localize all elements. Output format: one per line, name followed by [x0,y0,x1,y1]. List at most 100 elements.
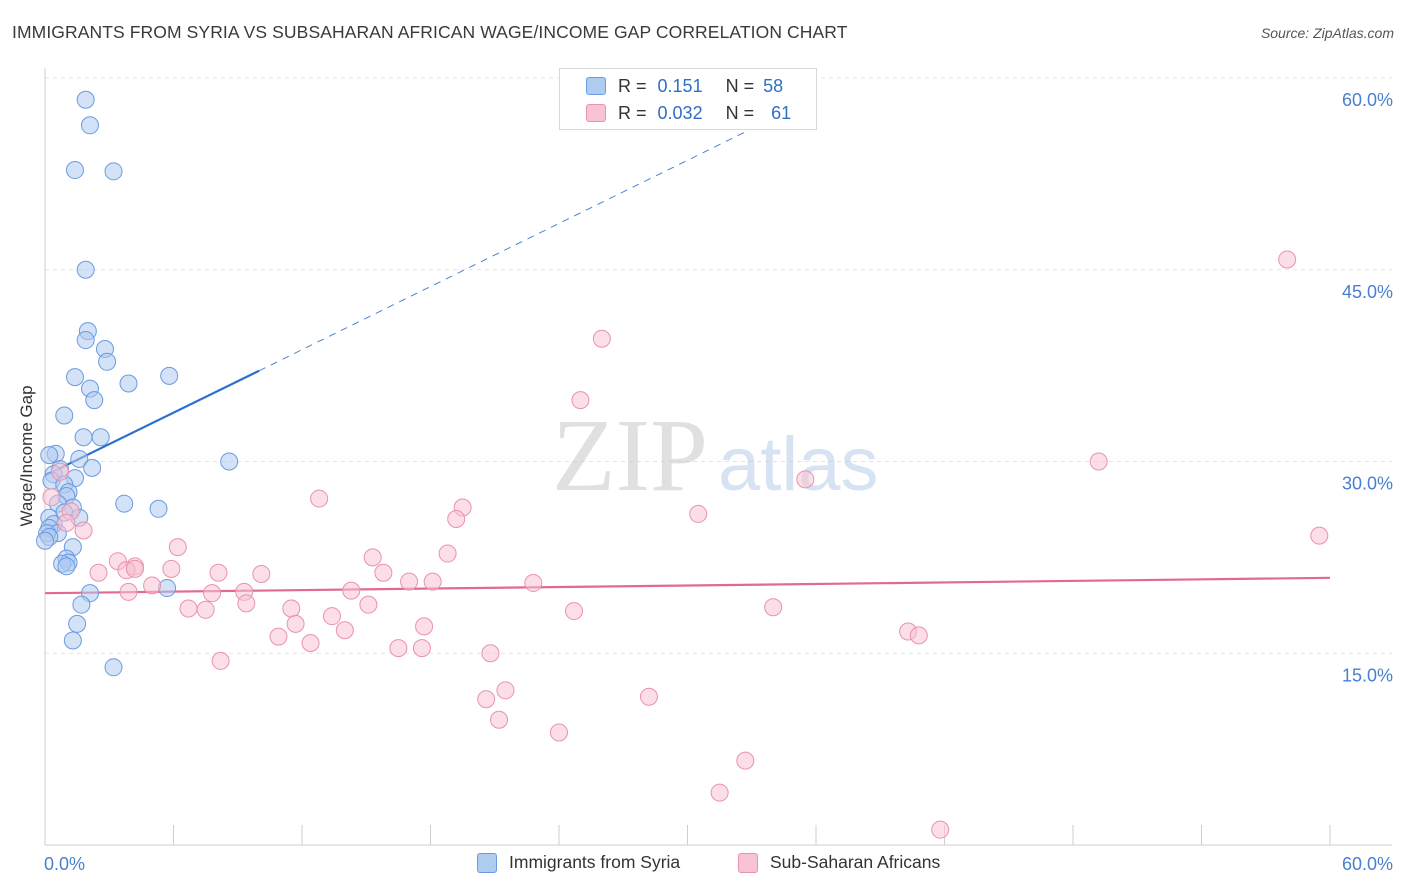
syria-point [220,452,239,471]
subsaharan-point [42,488,61,507]
subsaharan-point [564,602,583,621]
stats-swatch-blue [586,77,606,95]
subsaharan-point [689,504,708,523]
legend-item-syria[interactable]: Immigrants from Syria [477,852,680,873]
subsaharan-point [496,681,515,700]
subsaharan-point [342,581,361,600]
subsaharan-point [363,548,382,567]
subsaharan-point [162,559,181,578]
subsaharan-point [447,510,466,529]
subsaharan-point [374,563,393,582]
syria-point [104,658,123,677]
tick-labels: 15.0% 30.0% 45.0% 60.0% 0.0% 60.0% [44,90,1393,874]
x-tick-label: 0.0% [44,854,85,874]
trend-lines [44,96,1331,595]
syria-point [115,494,134,513]
watermark-atlas: atlas [718,422,879,507]
stats-swatch-pink [586,104,606,122]
subsaharan-point [209,563,228,582]
stats-n-value: 58 [763,75,784,96]
subsaharan-point [639,687,658,706]
subsaharan-point [286,614,305,633]
subsaharan-point [359,595,378,614]
data-points [36,90,1329,839]
x-tick-label: 60.0% [1342,854,1393,874]
subsaharan-point [252,564,271,583]
grid-lines [45,77,1392,654]
syria-point [76,260,95,279]
subsaharan-point [50,462,69,481]
subsaharan-point [736,751,755,770]
syria-point [72,595,91,614]
subsaharan-point [203,584,222,603]
stats-n-label: N = [725,102,755,123]
legend: Immigrants from Syria Sub-Saharan Africa… [0,850,1406,880]
subsaharan-point [550,723,568,742]
syria-point [36,531,54,550]
syria-point [98,352,117,371]
syria-point [55,406,74,425]
stats-box: R = 0.151 N = 58 R = 0.032 N = 61 [559,68,817,130]
subsaharan-point [119,582,138,601]
subsaharan-point [1089,452,1108,471]
legend-swatch-blue [477,852,497,873]
legend-item-subsaharan[interactable]: Sub-Saharan Africans [738,852,940,873]
subsaharan-point [310,489,329,508]
subsaharan-point [322,607,341,626]
subsaharan-point [438,544,457,563]
subsaharan-point [524,573,543,592]
syria-point [158,579,177,598]
watermark-zip: ZIP [552,398,708,513]
stats-r-label: R = [618,102,647,123]
legend-label: Sub-Saharan Africans [770,852,941,872]
chart-title: IMMIGRANTS FROM SYRIA VS SUBSAHARAN AFRI… [12,22,848,42]
subsaharan-point [477,690,496,709]
subsaharan-point [400,572,419,591]
syria-point [63,631,82,650]
subsaharan-point [909,626,928,645]
subsaharan-point [412,639,431,658]
stats-r-value: 0.032 [657,102,703,123]
subsaharan-point [415,617,434,636]
subsaharan-point [592,329,611,348]
legend-label: Immigrants from Syria [509,852,681,872]
syria-point [83,458,102,477]
syria-point [104,162,123,181]
subsaharan-point [764,598,783,617]
subsaharan-point [490,710,509,729]
syria-point [76,331,95,350]
watermark: ZIP atlas [552,398,879,513]
stats-n-label: N = [725,75,755,96]
subsaharan-point [125,559,144,578]
subsaharan-point [179,599,198,618]
syria-point [85,391,104,410]
y-tick-label: 30.0% [1342,474,1393,494]
subsaharan-point [237,594,256,613]
subsaharan-point [389,639,408,658]
stats-r-label: R = [618,75,647,96]
source-note: Source: ZipAtlas.com [1260,25,1394,41]
subsaharan-point [196,600,215,619]
syria-point [70,449,89,468]
subsaharan-point [143,576,162,595]
y-axis-label: Wage/Income Gap [17,385,36,526]
subsaharan-point [1278,250,1297,269]
stats-n-value: 61 [771,102,792,123]
subsaharan-point [282,599,301,618]
subsaharan-trend-line [44,576,1331,595]
subsaharan-point [796,470,815,489]
y-tick-label: 60.0% [1342,90,1393,110]
subsaharan-point [74,521,93,540]
subsaharan-point [571,391,590,410]
subsaharan-point [335,621,354,640]
syria-point [149,499,168,518]
syria-point [91,428,110,447]
syria-point [160,366,179,385]
syria-point [119,374,138,393]
legend-swatch-pink [738,852,758,873]
subsaharan-point [211,651,230,670]
y-tick-label: 45.0% [1342,282,1393,302]
syria-point [68,614,87,633]
syria-point [65,161,84,180]
